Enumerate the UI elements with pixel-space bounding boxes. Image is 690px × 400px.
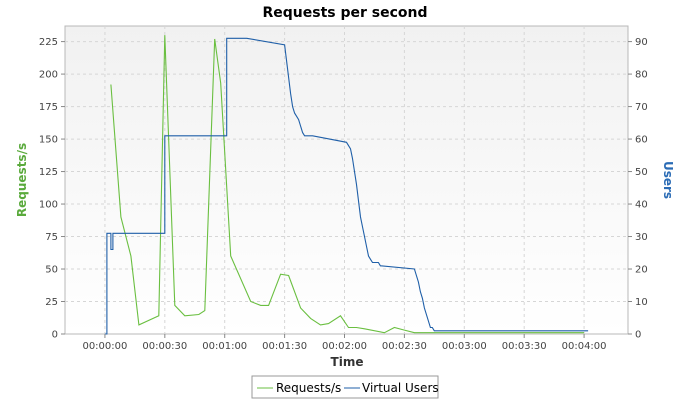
legend-label-users: Virtual Users — [362, 381, 439, 395]
y-left-tick-label: 125 — [39, 167, 58, 178]
y-right-tick-label: 50 — [635, 167, 648, 178]
y-right-tick-label: 10 — [635, 297, 648, 308]
y-right-tick-label: 60 — [635, 135, 648, 146]
y-right-tick-label: 20 — [635, 265, 648, 276]
y-right-axis-label: Users — [661, 161, 675, 199]
plot-area — [64, 25, 629, 335]
y-left-tick-label: 75 — [45, 232, 58, 243]
x-tick-label: 00:04:00 — [562, 341, 607, 352]
y-right-tick-label: 90 — [635, 37, 648, 48]
y-left-tick-label: 150 — [39, 135, 58, 146]
y-left-tick-label: 225 — [39, 37, 58, 48]
y-right-tick-label: 70 — [635, 102, 648, 113]
x-tick-label: 00:00:00 — [82, 341, 127, 352]
y-left-tick-label: 100 — [39, 200, 58, 211]
y-right-axis-ticks: 0 10 20 30 40 50 60 70 80 90 — [628, 37, 648, 341]
x-axis-ticks: 00:00:00 00:00:30 00:01:00 00:01:30 00:02:00… — [82, 334, 607, 352]
y-left-tick-label: 0 — [52, 330, 58, 341]
x-tick-label: 00:02:00 — [322, 341, 367, 352]
y-left-tick-label: 200 — [39, 70, 58, 81]
x-tick-label: 00:01:30 — [262, 341, 307, 352]
chart-title: Requests per second — [262, 5, 427, 21]
series-line-requests — [110, 35, 585, 334]
y-right-tick-label: 0 — [635, 330, 641, 341]
gridlines — [65, 26, 628, 334]
x-tick-label: 00:03:00 — [442, 341, 487, 352]
x-tick-label: 00:02:30 — [382, 341, 427, 352]
y-left-tick-label: 25 — [45, 297, 58, 308]
legend-box — [251, 375, 439, 399]
y-left-axis-ticks: 0 25 50 75 100 125 150 175 200 225 — [39, 37, 65, 341]
legend-label-requests: Requests/s — [276, 381, 341, 395]
plot-background — [64, 25, 629, 335]
x-tick-label: 00:01:00 — [202, 341, 247, 352]
y-left-tick-label: 50 — [45, 265, 58, 276]
y-left-tick-label: 175 — [39, 102, 58, 113]
x-tick-label: 00:00:30 — [142, 341, 187, 352]
legend: Requests/s Virtual Users — [251, 375, 439, 399]
series-line-users — [104, 37, 589, 335]
y-left-axis-label: Requests/s — [15, 143, 29, 217]
x-tick-label: 00:03:30 — [502, 341, 547, 352]
x-axis-label: Time — [331, 355, 364, 369]
series-lines — [104, 35, 589, 335]
y-right-tick-label: 80 — [635, 70, 648, 81]
y-right-tick-label: 40 — [635, 200, 648, 211]
y-right-tick-label: 30 — [635, 232, 648, 243]
